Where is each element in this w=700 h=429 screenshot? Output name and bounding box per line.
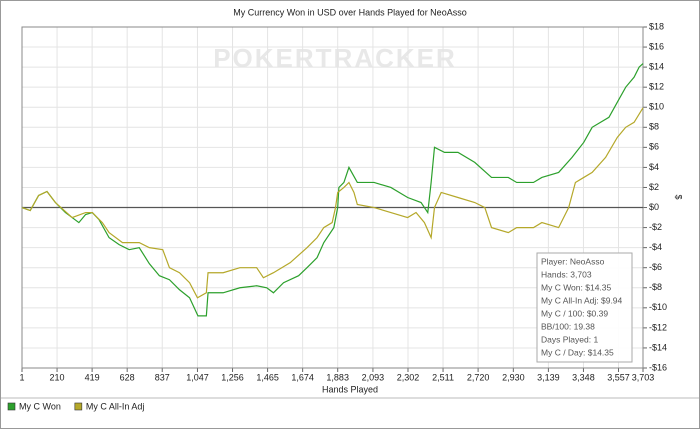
y-tick-label: -$8 (649, 282, 662, 292)
info-line: My C All-In Adj: $9.94 (541, 295, 623, 305)
legend-swatch (7, 402, 16, 411)
info-line: My C / 100: $0.39 (541, 308, 608, 318)
x-tick-label: 2,930 (502, 372, 525, 382)
legend-swatch (74, 402, 83, 411)
info-line: My C Won: $14.35 (541, 282, 612, 292)
x-tick-label: 1,883 (326, 372, 349, 382)
x-tick-label: 1 (19, 372, 24, 382)
series-line (21, 107, 644, 299)
legend-label: My C Won (19, 401, 61, 411)
plot-border (21, 26, 644, 369)
x-tick-label: 3,557 (607, 372, 630, 382)
x-tick-label: 3,703 (632, 372, 655, 382)
legend-label: My C All-In Adj (86, 401, 145, 411)
y-tick-label: -$10 (649, 302, 667, 312)
y-tick-label: $12 (649, 82, 664, 92)
x-tick-label: 628 (120, 372, 135, 382)
x-tick-label: 1,465 (256, 372, 279, 382)
x-tick-label: 2,093 (362, 372, 385, 382)
y-tick-label: -$2 (649, 222, 662, 232)
x-tick-label: 3,348 (572, 372, 595, 382)
series-line (21, 63, 644, 317)
y-tick-label: -$12 (649, 322, 667, 332)
y-tick-label: $14 (649, 61, 664, 71)
y-tick-label: -$6 (649, 262, 662, 272)
y-tick-label: $10 (649, 102, 664, 112)
y-tick-label: -$16 (649, 362, 667, 372)
y-tick-label: $6 (649, 142, 659, 152)
x-tick-label: 1,674 (291, 372, 314, 382)
x-tick-label: 837 (155, 372, 170, 382)
x-axis-label: Hands Played (322, 384, 378, 394)
info-line: BB/100: 19.38 (541, 321, 595, 331)
y-tick-label: $2 (649, 182, 659, 192)
y-tick-label: $18 (649, 21, 664, 31)
y-tick-label: -$4 (649, 242, 662, 252)
x-tick-label: 210 (50, 372, 65, 382)
info-line: My C / Day: $14.35 (541, 347, 614, 357)
watermark: POKERTRACKER (213, 43, 457, 73)
y-axis-label: $ (674, 194, 684, 199)
x-tick-label: 2,720 (467, 372, 490, 382)
y-tick-label: $4 (649, 162, 659, 172)
x-tick-label: 2,302 (397, 372, 420, 382)
x-tick-label: 419 (85, 372, 100, 382)
x-tick-label: 1,256 (221, 372, 244, 382)
info-line: Player: NeoAsso (541, 256, 605, 266)
info-line: Days Played: 1 (541, 334, 598, 344)
y-tick-label: $0 (649, 202, 659, 212)
y-tick-label: $8 (649, 122, 659, 132)
x-tick-label: 1,047 (186, 372, 209, 382)
x-tick-label: 3,139 (537, 372, 560, 382)
info-box (536, 252, 633, 363)
x-tick-label: 2,511 (432, 372, 454, 382)
y-tick-label: -$14 (649, 342, 667, 352)
info-line: Hands: 3,703 (541, 269, 592, 279)
chart-title: My Currency Won in USD over Hands Played… (233, 7, 466, 17)
y-tick-label: $16 (649, 41, 664, 51)
